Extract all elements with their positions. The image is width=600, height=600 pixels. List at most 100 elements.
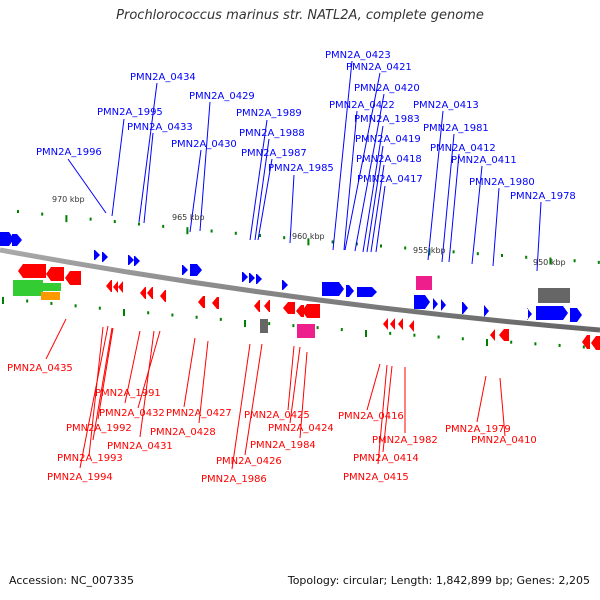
tick-mark [525,255,528,259]
gene-label[interactable]: PMN2A_0414 [353,453,419,464]
leader-line [254,138,270,241]
gene-label[interactable]: PMN2A_1988 [239,128,305,139]
reverse-gene-arrow [147,287,153,299]
gene-label[interactable]: PMN2A_0435 [7,363,73,374]
gene-label[interactable]: PMN2A_1989 [236,108,302,119]
gene-label[interactable]: PMN2A_1996 [36,147,102,158]
scale-label-960: 960 kbp [292,232,325,241]
leader-line [441,133,455,263]
gene-label[interactable]: PMN2A_0434 [130,72,196,83]
leader-line [377,364,388,465]
leader-line [45,318,67,360]
tick-mark [413,333,416,337]
tick-mark [476,252,479,256]
gene-label[interactable]: PMN2A_0423 [325,50,391,61]
gene-label[interactable]: PMN2A_1995 [97,107,163,118]
forward-gene-arrow [190,264,202,276]
gene-label[interactable]: PMN2A_0415 [343,472,409,483]
reverse-gene-arrow [198,296,205,308]
reverse-gene-arrow [264,300,270,312]
tick-mark [486,339,488,346]
gene-label[interactable]: PMN2A_0422 [329,100,395,111]
gene-label[interactable]: PMN2A_1991 [95,388,161,399]
gene-label[interactable]: PMN2A_0430 [171,139,237,150]
leader-line [138,82,158,223]
gene-label[interactable]: PMN2A_1982 [372,435,438,446]
leader-line [92,327,113,441]
gene-label[interactable]: PMN2A_0429 [189,91,255,102]
leader-line [97,327,114,420]
gene-label[interactable]: PMN2A_0411 [451,155,517,166]
gene-label[interactable]: PMN2A_0410 [471,435,537,446]
leader-line [362,125,384,253]
leader-line [231,343,251,470]
gene-label[interactable]: PMN2A_1987 [241,148,307,159]
gene-label[interactable]: PMN2A_1985 [268,163,334,174]
tick-mark [573,259,576,263]
leader-line [344,72,381,251]
pink-feature [416,276,432,290]
gene-label[interactable]: PMN2A_1978 [510,191,576,202]
gene-label[interactable]: PMN2A_1993 [57,453,123,464]
tick-mark [316,326,319,330]
reverse-gene-arrow [118,281,123,293]
tick-mark [292,324,295,328]
gene-label[interactable]: PMN2A_0432 [99,408,165,419]
gene-label[interactable]: PMN2A_0427 [166,408,232,419]
gene-label[interactable]: PMN2A_1984 [250,440,316,451]
gene-label[interactable]: PMN2A_0421 [346,62,412,73]
gene-label[interactable]: PMN2A_1986 [201,474,267,485]
gene-label[interactable]: PMN2A_1979 [445,424,511,435]
gene-label[interactable]: PMN2A_0419 [355,134,421,145]
reverse-gene-arrow [46,267,64,281]
forward-gene-arrow [570,308,582,322]
leader-line [476,375,487,423]
reverse-gene-arrow [390,318,395,330]
leader-line [111,118,125,217]
gene-label[interactable]: PMN2A_0413 [413,100,479,111]
leader-line [448,153,460,263]
leader-line [366,145,384,253]
gene-label[interactable]: PMN2A_1994 [47,472,113,483]
gene-label[interactable]: PMN2A_1992 [66,423,132,434]
gene-label[interactable]: PMN2A_1980 [469,177,535,188]
tick-mark [510,340,513,344]
gene-label[interactable]: PMN2A_0428 [150,427,216,438]
scale-label-950: 950 kbp [533,258,566,267]
leader-line [244,343,263,456]
tick-mark [268,322,271,326]
gene-label[interactable]: PMN2A_1983 [354,114,420,125]
gene-label[interactable]: PMN2A_0417 [357,174,423,185]
tick-mark [283,236,286,240]
tick-mark [162,224,165,228]
reverse-gene-arrow [398,318,403,330]
gene-features [0,232,600,350]
reverse-leader-lines [45,318,506,470]
gene-label[interactable]: PMN2A_0412 [430,143,496,154]
gene-label[interactable]: PMN2A_0425 [244,410,310,421]
scale-label-955: 955 kbp [413,246,446,255]
forward-gene-arrow [182,265,188,275]
tick-mark [340,328,343,332]
leader-line [382,365,393,453]
gene-label[interactable]: PMN2A_0424 [268,423,334,434]
gene-label[interactable]: PMN2A_0431 [107,441,173,452]
reverse-gene-arrow [65,271,81,285]
gene-label[interactable]: PMN2A_1981 [423,123,489,134]
forward-gene-arrow [102,252,108,262]
leader-line [354,93,385,252]
gene-label[interactable]: PMN2A_0418 [356,154,422,165]
gene-label[interactable]: PMN2A_0426 [216,456,282,467]
tick-mark [461,337,464,341]
leader-line [343,110,358,251]
gene-label[interactable]: PMN2A_0416 [338,411,404,422]
tick-mark [50,301,53,305]
gene-label[interactable]: PMN2A_0433 [127,122,193,133]
tick-mark [597,260,600,264]
tick-mark [65,215,68,223]
tick-mark [89,217,92,221]
leader-line [289,174,295,244]
gene-label[interactable]: PMN2A_0420 [354,83,420,94]
tick-mark [26,299,29,303]
tick-mark [186,227,189,235]
